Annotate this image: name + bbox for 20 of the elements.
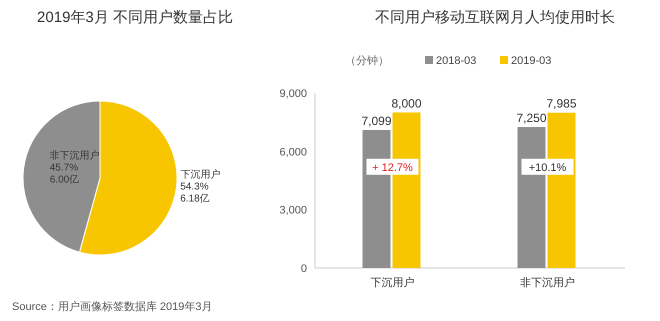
annotation: + 12.7% — [372, 162, 414, 174]
source-note: Source：用户画像标签数据库 2019年3月 — [12, 300, 212, 313]
y-axis-title: （分钟） — [345, 55, 389, 67]
data-label: 45.7% 6.00亿 — [50, 162, 80, 186]
slice-label: 下沉用户 — [180, 168, 220, 180]
legend-label: 2018-03 — [436, 55, 476, 67]
chart-title: 2019年3月 不同用户数量占比 — [37, 9, 233, 26]
data-label: 54.3% 6.18亿 — [180, 181, 210, 204]
y-tick-label: 9,000 — [279, 88, 307, 100]
annotation: +10.1% — [528, 162, 567, 174]
slice-label: 非下沉用户 — [50, 150, 100, 162]
data-label: 8,000 — [391, 96, 422, 110]
y-tick-label: 0 — [300, 263, 307, 275]
data-label: 7,099 — [361, 114, 392, 128]
data-label: 7,985 — [546, 96, 577, 111]
data-label: 7,250 — [516, 111, 547, 126]
y-tick-label: 3,000 — [279, 204, 307, 217]
chart-title: 不同用户移动互联网月人均使用时长 — [375, 9, 615, 26]
y-tick-label: 6,000 — [279, 146, 307, 158]
legend-label: 2019-03 — [511, 55, 552, 67]
